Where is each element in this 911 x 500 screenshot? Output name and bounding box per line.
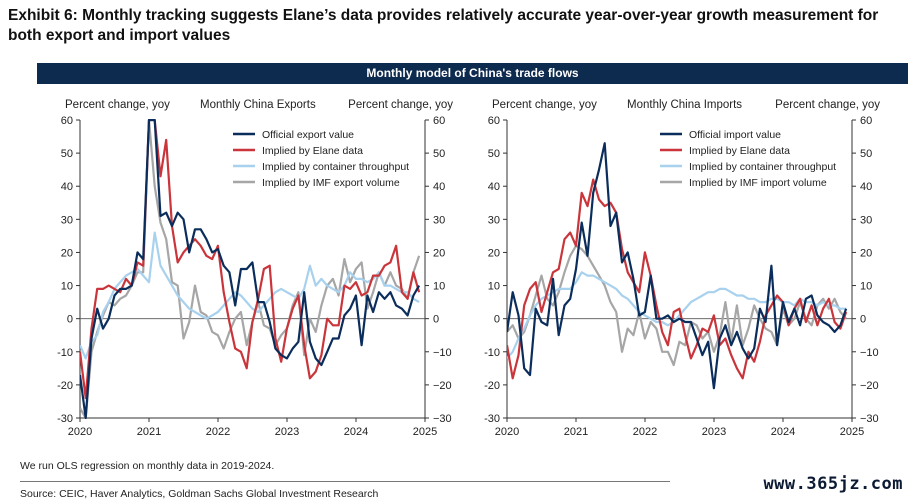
exports-left-tick-label: 60	[61, 115, 73, 127]
imports-right-tick-label: 30	[860, 214, 872, 226]
exports-x-tick-label: 2021	[137, 426, 161, 438]
imports-series-implied-by-elane-data	[507, 178, 848, 380]
exports-legend-label: Implied by container throughput	[262, 161, 409, 173]
exports-legend-label: Implied by IMF export volume	[262, 177, 400, 189]
imports-legend-label: Implied by IMF import volume	[689, 177, 827, 189]
source-note: Source: CEIC, Haver Analytics, Goldman S…	[20, 488, 379, 500]
imports-left-tick-label: 50	[488, 148, 500, 160]
exports-x-tick-label: 2025	[413, 426, 437, 438]
imports-legend-label: Official import value	[689, 129, 781, 141]
imports-left-tick-label: -30	[484, 413, 500, 425]
exports-right-tick-label: 50	[433, 148, 445, 160]
exports-x-tick-label: 2024	[344, 426, 368, 438]
imports-x-tick-label: 2023	[702, 426, 726, 438]
imports-left-tick-label: 0	[494, 314, 500, 326]
imports-x-tick-label: 2021	[564, 426, 588, 438]
imports-series-implied-by-container-throughput	[507, 271, 847, 360]
exports-right-tick-label: 30	[433, 214, 445, 226]
imports-x-tick-label: 2022	[633, 426, 657, 438]
exports-left-tick-label: 50	[61, 148, 73, 160]
imports-left-tick-label: 30	[488, 214, 500, 226]
exports-x-tick-label: 2023	[275, 426, 299, 438]
exports-chart: Percent change, yoy Monthly China Exports…	[57, 99, 453, 438]
imports-left-tick-label: 60	[488, 115, 500, 127]
exports-series-official-export-value	[80, 119, 421, 419]
exports-left-tick-label: 40	[61, 181, 73, 193]
chart-banner: Monthly model of China's trade flows	[37, 63, 908, 84]
imports-right-tick-label: 50	[860, 148, 872, 160]
exports-left-tick-label: 30	[61, 214, 73, 226]
exports-right-tick-label: 60	[433, 115, 445, 127]
exports-left-tick-label: 20	[61, 247, 73, 259]
exports-right-tick-label: −10	[433, 347, 452, 359]
exports-right-tick-label: −20	[433, 380, 452, 392]
watermark: www.365jz.com	[763, 474, 903, 494]
imports-left-tick-label: -10	[484, 347, 500, 359]
imports-right-tick-label: 40	[860, 181, 872, 193]
imports-right-tick-label: 20	[860, 247, 872, 259]
exports-chart-title: Monthly China Exports	[200, 99, 316, 111]
methodology-note: We run OLS regression on monthly data in…	[20, 460, 275, 472]
imports-right-axis-label: Percent change, yoy	[775, 99, 880, 111]
imports-right-tick-label: 60	[860, 115, 872, 127]
exports-legend-label: Implied by Elane data	[262, 145, 363, 157]
exports-x-tick-label: 2020	[68, 426, 92, 438]
imports-x-tick-label: 2024	[771, 426, 795, 438]
imports-left-tick-label: 20	[488, 247, 500, 259]
exports-right-axis-label: Percent change, yoy	[348, 99, 453, 111]
imports-left-tick-label: 10	[488, 281, 500, 293]
imports-left-axis-label: Percent change, yoy	[492, 99, 597, 111]
exports-left-tick-label: -30	[57, 413, 73, 425]
exports-x-tick-label: 2022	[206, 426, 230, 438]
exports-right-tick-label: 20	[433, 247, 445, 259]
imports-right-tick-label: 0	[860, 314, 866, 326]
exports-left-tick-label: 0	[67, 314, 73, 326]
imports-right-tick-label: −20	[860, 380, 879, 392]
exports-series-implied-by-imf-export-volume	[80, 119, 421, 419]
exports-left-tick-label: -20	[57, 380, 73, 392]
imports-left-tick-label: -20	[484, 380, 500, 392]
imports-left-tick-label: 40	[488, 181, 500, 193]
imports-chart-title: Monthly China Imports	[627, 99, 742, 111]
imports-right-tick-label: −10	[860, 347, 879, 359]
exports-left-axis-label: Percent change, yoy	[65, 99, 170, 111]
exports-legend-label: Official export value	[262, 129, 354, 141]
imports-legend-label: Implied by Elane data	[689, 145, 790, 157]
imports-right-tick-label: −30	[860, 413, 879, 425]
imports-x-tick-label: 2020	[495, 426, 519, 438]
exhibit-title: Exhibit 6: Monthly tracking suggests Ela…	[8, 7, 879, 44]
exports-left-tick-label: -10	[57, 347, 73, 359]
footer-divider	[20, 481, 670, 482]
imports-series-official-import-value	[507, 142, 848, 390]
exports-right-tick-label: 40	[433, 181, 445, 193]
exports-right-tick-label: 10	[433, 281, 445, 293]
imports-x-tick-label: 2025	[840, 426, 864, 438]
exports-right-tick-label: 0	[433, 314, 439, 326]
exports-left-tick-label: 10	[61, 281, 73, 293]
imports-chart: Percent change, yoy Monthly China Imports…	[484, 99, 880, 438]
exports-series-implied-by-elane-data	[80, 119, 421, 400]
exports-right-tick-label: −30	[433, 413, 452, 425]
imports-right-tick-label: 10	[860, 281, 872, 293]
imports-legend-label: Implied by container throughput	[689, 161, 836, 173]
